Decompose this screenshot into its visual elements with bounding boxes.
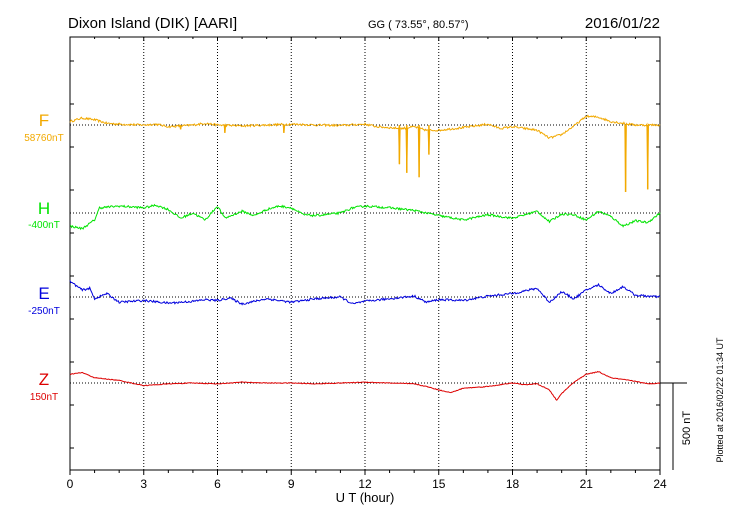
x-axis-label: U T (hour) bbox=[336, 490, 395, 505]
station-coordinates: GG ( 73.55°, 80.57°) bbox=[368, 19, 469, 31]
trace-F bbox=[69, 114, 661, 193]
trace-E bbox=[69, 280, 661, 306]
x-tick-label: 12 bbox=[358, 477, 372, 491]
x-tick-label: 9 bbox=[288, 477, 295, 491]
scale-bar: 500 nT bbox=[660, 382, 693, 470]
channel-baseline-H: -400nT bbox=[28, 220, 60, 231]
channel-baseline-Z: 150nT bbox=[30, 392, 58, 403]
x-tick-label: 15 bbox=[432, 477, 446, 491]
channel-name-F: F bbox=[39, 111, 49, 130]
trace-Z bbox=[69, 370, 661, 401]
channel-name-H: H bbox=[38, 199, 50, 218]
x-tick-label: 24 bbox=[653, 477, 667, 491]
channel-name-E: E bbox=[38, 284, 49, 303]
x-ticks: 0 3 6 9 12 15 18 21 24 bbox=[67, 37, 667, 491]
chart-title: Dixon Island (DIK) [AARI] bbox=[68, 15, 237, 32]
x-tick-label: 6 bbox=[214, 477, 221, 491]
channel-baseline-E: -250nT bbox=[28, 306, 60, 317]
scale-bar-label: 500 nT bbox=[681, 411, 693, 446]
channel-labels: F 58760nT H -400nT E -250nT Z 150nT bbox=[24, 111, 63, 403]
plotted-at-text: Plotted at 2016/02/22 01:34 UT bbox=[715, 337, 725, 463]
grid-lines bbox=[70, 37, 660, 470]
channel-name-Z: Z bbox=[39, 370, 49, 389]
chart-date: 2016/01/22 bbox=[585, 15, 660, 32]
x-tick-label: 3 bbox=[140, 477, 147, 491]
x-tick-label: 0 bbox=[67, 477, 74, 491]
trace-H bbox=[70, 203, 661, 231]
channel-baseline-F: 58760nT bbox=[24, 133, 63, 144]
x-tick-label: 18 bbox=[506, 477, 520, 491]
x-tick-label: 21 bbox=[580, 477, 594, 491]
channel-traces bbox=[69, 114, 661, 401]
